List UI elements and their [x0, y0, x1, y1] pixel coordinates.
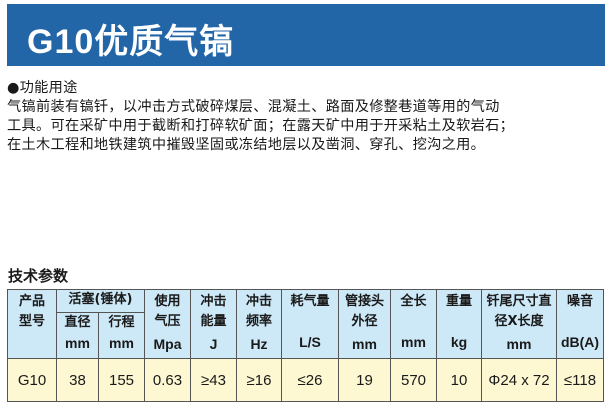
description-line: 气镐前装有镐钎，以冲击方式破碎煤层、混凝土、路面及修整巷道等用的气动: [7, 99, 500, 115]
header-hose: 管接头外径 mm: [338, 289, 391, 359]
header-weight: 重量 kg: [436, 289, 482, 359]
cell-air: ≤26: [281, 358, 339, 402]
page-title: G10优质气镐: [27, 23, 235, 61]
cell-length: 570: [390, 358, 437, 402]
title-banner: G10优质气镐: [7, 4, 605, 66]
header-model: 产品型号: [7, 289, 57, 359]
table-row: G10 38 155 0.63 ≥43 ≥16 ≤26 19 570 10 Φ2…: [7, 358, 604, 402]
header-stroke: 行程 mm: [98, 312, 145, 359]
header-air: 耗气量 L/S: [281, 289, 339, 359]
cell-energy: ≥43: [190, 358, 237, 402]
header-pressure: 使用气压 Mpa: [144, 289, 191, 359]
cell-diameter: 38: [56, 358, 99, 402]
function-description: ●功能用途 气镐前装有镐钎，以冲击方式破碎煤层、混凝土、路面及修整巷道等用的气动…: [7, 79, 612, 155]
cell-shank: Φ24 x 72: [481, 358, 557, 402]
cell-hose: 19: [338, 358, 391, 402]
cell-weight: 10: [436, 358, 482, 402]
description-line: 工具。可在采矿中用于截断和打碎软矿面；在露天矿中用于开采粘土及软岩石；: [7, 118, 515, 134]
description-line: 在土木工程和地铁建筑中摧毁坚固或冻结地层以及凿洞、穿孔、挖沟之用。: [7, 137, 486, 153]
cell-stroke: 155: [98, 358, 145, 402]
header-noise: 噪音 dB(A): [556, 289, 604, 359]
cell-frequency: ≥16: [236, 358, 282, 402]
cell-model: G10: [7, 358, 57, 402]
header-diameter: 直径 mm: [56, 312, 99, 359]
cell-noise: ≤118: [556, 358, 604, 402]
header-length: 全长 mm: [390, 289, 437, 359]
spec-heading: 技术参数: [8, 267, 69, 285]
cell-pressure: 0.63: [144, 358, 191, 402]
header-shank: 钎尾尺寸直径X长度 mm: [481, 289, 557, 359]
header-frequency: 冲击频率 Hz: [236, 289, 282, 359]
spec-table: 产品型号 活塞(锤体) 使用气压 Mpa 冲击能量 J 冲击频率 Hz 耗气量 L/S …: [7, 289, 604, 402]
header-piston: 活塞(锤体): [56, 289, 145, 313]
function-heading: ●功能用途: [7, 80, 78, 96]
header-energy: 冲击能量 J: [190, 289, 237, 359]
